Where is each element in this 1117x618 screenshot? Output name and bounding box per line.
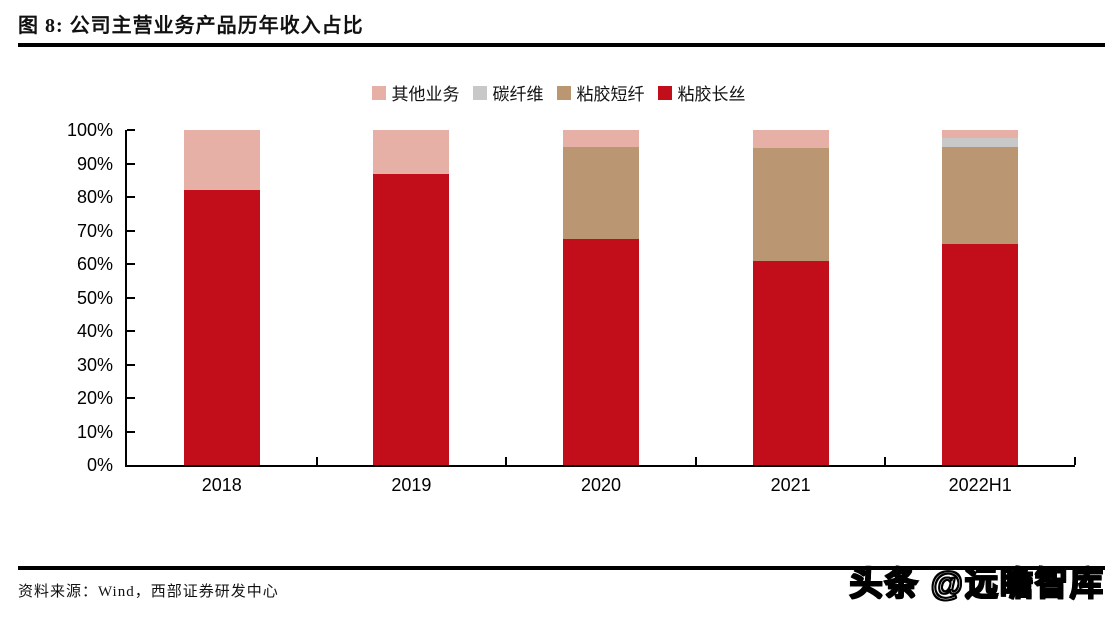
y-axis-tick [127,196,135,198]
legend-item: 粘胶长丝 [657,80,746,105]
chart-legend: 其他业务 碳纤维 粘胶短纤 粘胶长丝 [0,80,1117,105]
y-axis-tick [127,162,135,165]
y-axis-tick [127,330,135,332]
y-axis-tick-label: 100% [66,120,113,140]
y-axis-tick [127,430,135,433]
y-axis-tick [127,263,135,265]
x-axis-tick [1074,457,1076,465]
figure-title: 图 8: 公司主营业务产品历年收入占比 [18,15,364,37]
y-axis-tick-label: 40% [76,321,113,341]
title-divider-rule [18,43,1105,47]
y-axis-tick [127,296,135,299]
x-axis-label: 2019 [391,475,432,495]
bar-segment-粘胶短纤 [942,146,1019,244]
bar-segment-粘胶长丝 [942,243,1019,465]
bar-segment-粘胶长丝 [752,260,829,465]
legend-swatch [371,85,386,100]
legend-swatch [472,85,487,100]
bar-segment-粘胶短纤 [752,148,829,261]
x-axis-label: 2022H1 [948,475,1012,495]
y-axis-tick-label: 20% [76,388,113,408]
y-axis-tick [127,363,135,366]
bar-segment-粘胶短纤 [563,146,639,239]
bar-segment-其他业务 [183,130,260,191]
legend-label: 粘胶短纤 [576,85,645,104]
y-axis-tick [127,397,135,399]
source-note: 资料来源：Wind，西部证券研发中心 [18,584,279,600]
x-axis-label: 2021 [770,475,811,495]
x-axis-tick [505,457,508,465]
bar-segment-其他业务 [563,130,639,147]
watermark: 头条 @远瞻智库 [849,564,1105,603]
y-axis-tick-label: 0% [86,455,113,475]
x-axis-tick [694,457,697,465]
y-axis-tick [127,229,135,232]
y-axis-tick-label: 10% [76,421,113,442]
bar-segment-其他业务 [373,130,450,174]
x-axis-label: 2020 [580,475,622,495]
legend-item: 碳纤维 [472,80,544,105]
legend-label: 其他业务 [391,85,460,104]
y-axis-tick-label: 70% [76,220,113,241]
y-axis-tick-label: 60% [76,254,113,274]
legend-swatch [657,85,672,100]
bar-segment-粘胶长丝 [563,238,639,465]
bar-segment-其他业务 [942,130,1019,139]
footer-divider-rule [18,566,1105,570]
legend-label: 碳纤维 [492,85,544,104]
bar-segment-其他业务 [752,130,829,149]
legend-label: 粘胶长丝 [677,85,746,104]
x-axis-tick [315,457,318,465]
legend-swatch [556,85,571,100]
legend-item: 粘胶短纤 [556,80,645,105]
x-axis-tick [884,457,887,465]
y-axis-labels: 0% 10% 20% 30% 40% 50% 60% 70% 80% 90% 100% [0,120,113,475]
plot-area: 2018 2019 2020 2021 2022H1 [125,129,1076,495]
legend-item: 其他业务 [371,80,460,105]
x-axis-label: 2018 [201,475,242,495]
y-axis-tick-label: 50% [76,287,113,308]
bar-segment-粘胶长丝 [183,190,260,465]
y-axis-tick-label: 90% [76,153,113,174]
y-axis-tick-label: 30% [76,354,113,375]
bar-segment-碳纤维 [942,138,1019,147]
bar-segment-粘胶长丝 [373,173,450,465]
y-axis-tick-label: 80% [76,187,113,207]
y-axis-tick [127,129,135,131]
